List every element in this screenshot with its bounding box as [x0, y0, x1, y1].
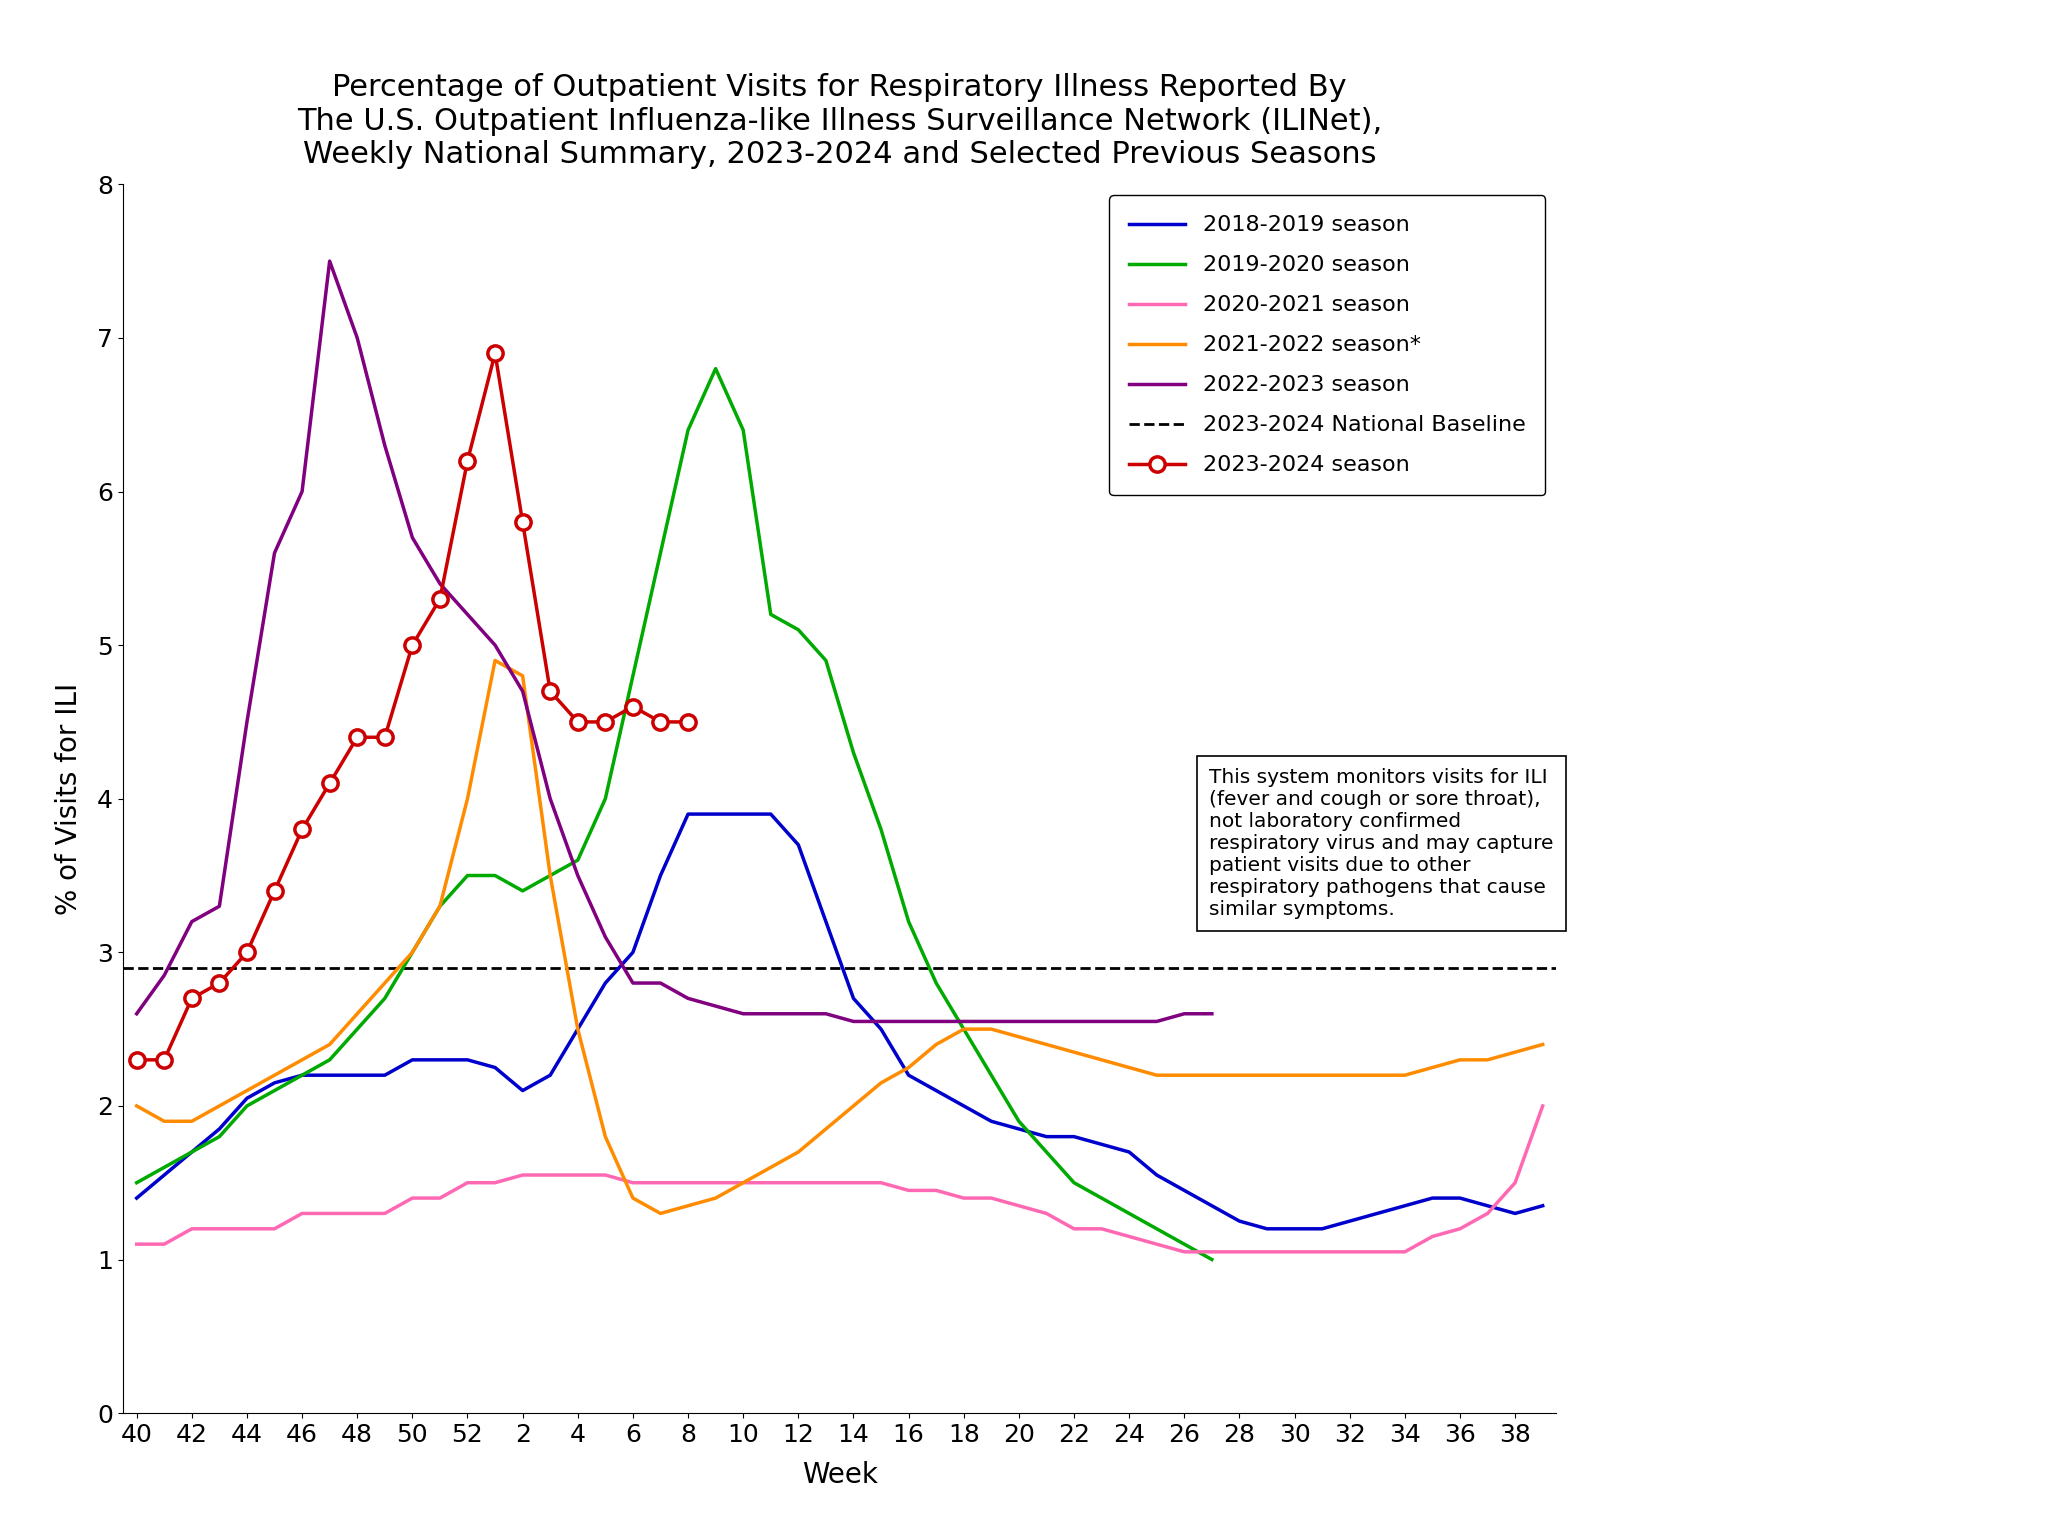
X-axis label: Week: Week: [801, 1461, 879, 1488]
Y-axis label: % of Visits for ILI: % of Visits for ILI: [55, 682, 84, 915]
Legend: 2018-2019 season, 2019-2020 season, 2020-2021 season, 2021-2022 season*, 2022-20: 2018-2019 season, 2019-2020 season, 2020…: [1110, 195, 1546, 496]
Text: This system monitors visits for ILI
(fever and cough or sore throat),
not labora: This system monitors visits for ILI (fev…: [1208, 768, 1554, 919]
Title: Percentage of Outpatient Visits for Respiratory Illness Reported By
The U.S. Out: Percentage of Outpatient Visits for Resp…: [297, 74, 1382, 169]
